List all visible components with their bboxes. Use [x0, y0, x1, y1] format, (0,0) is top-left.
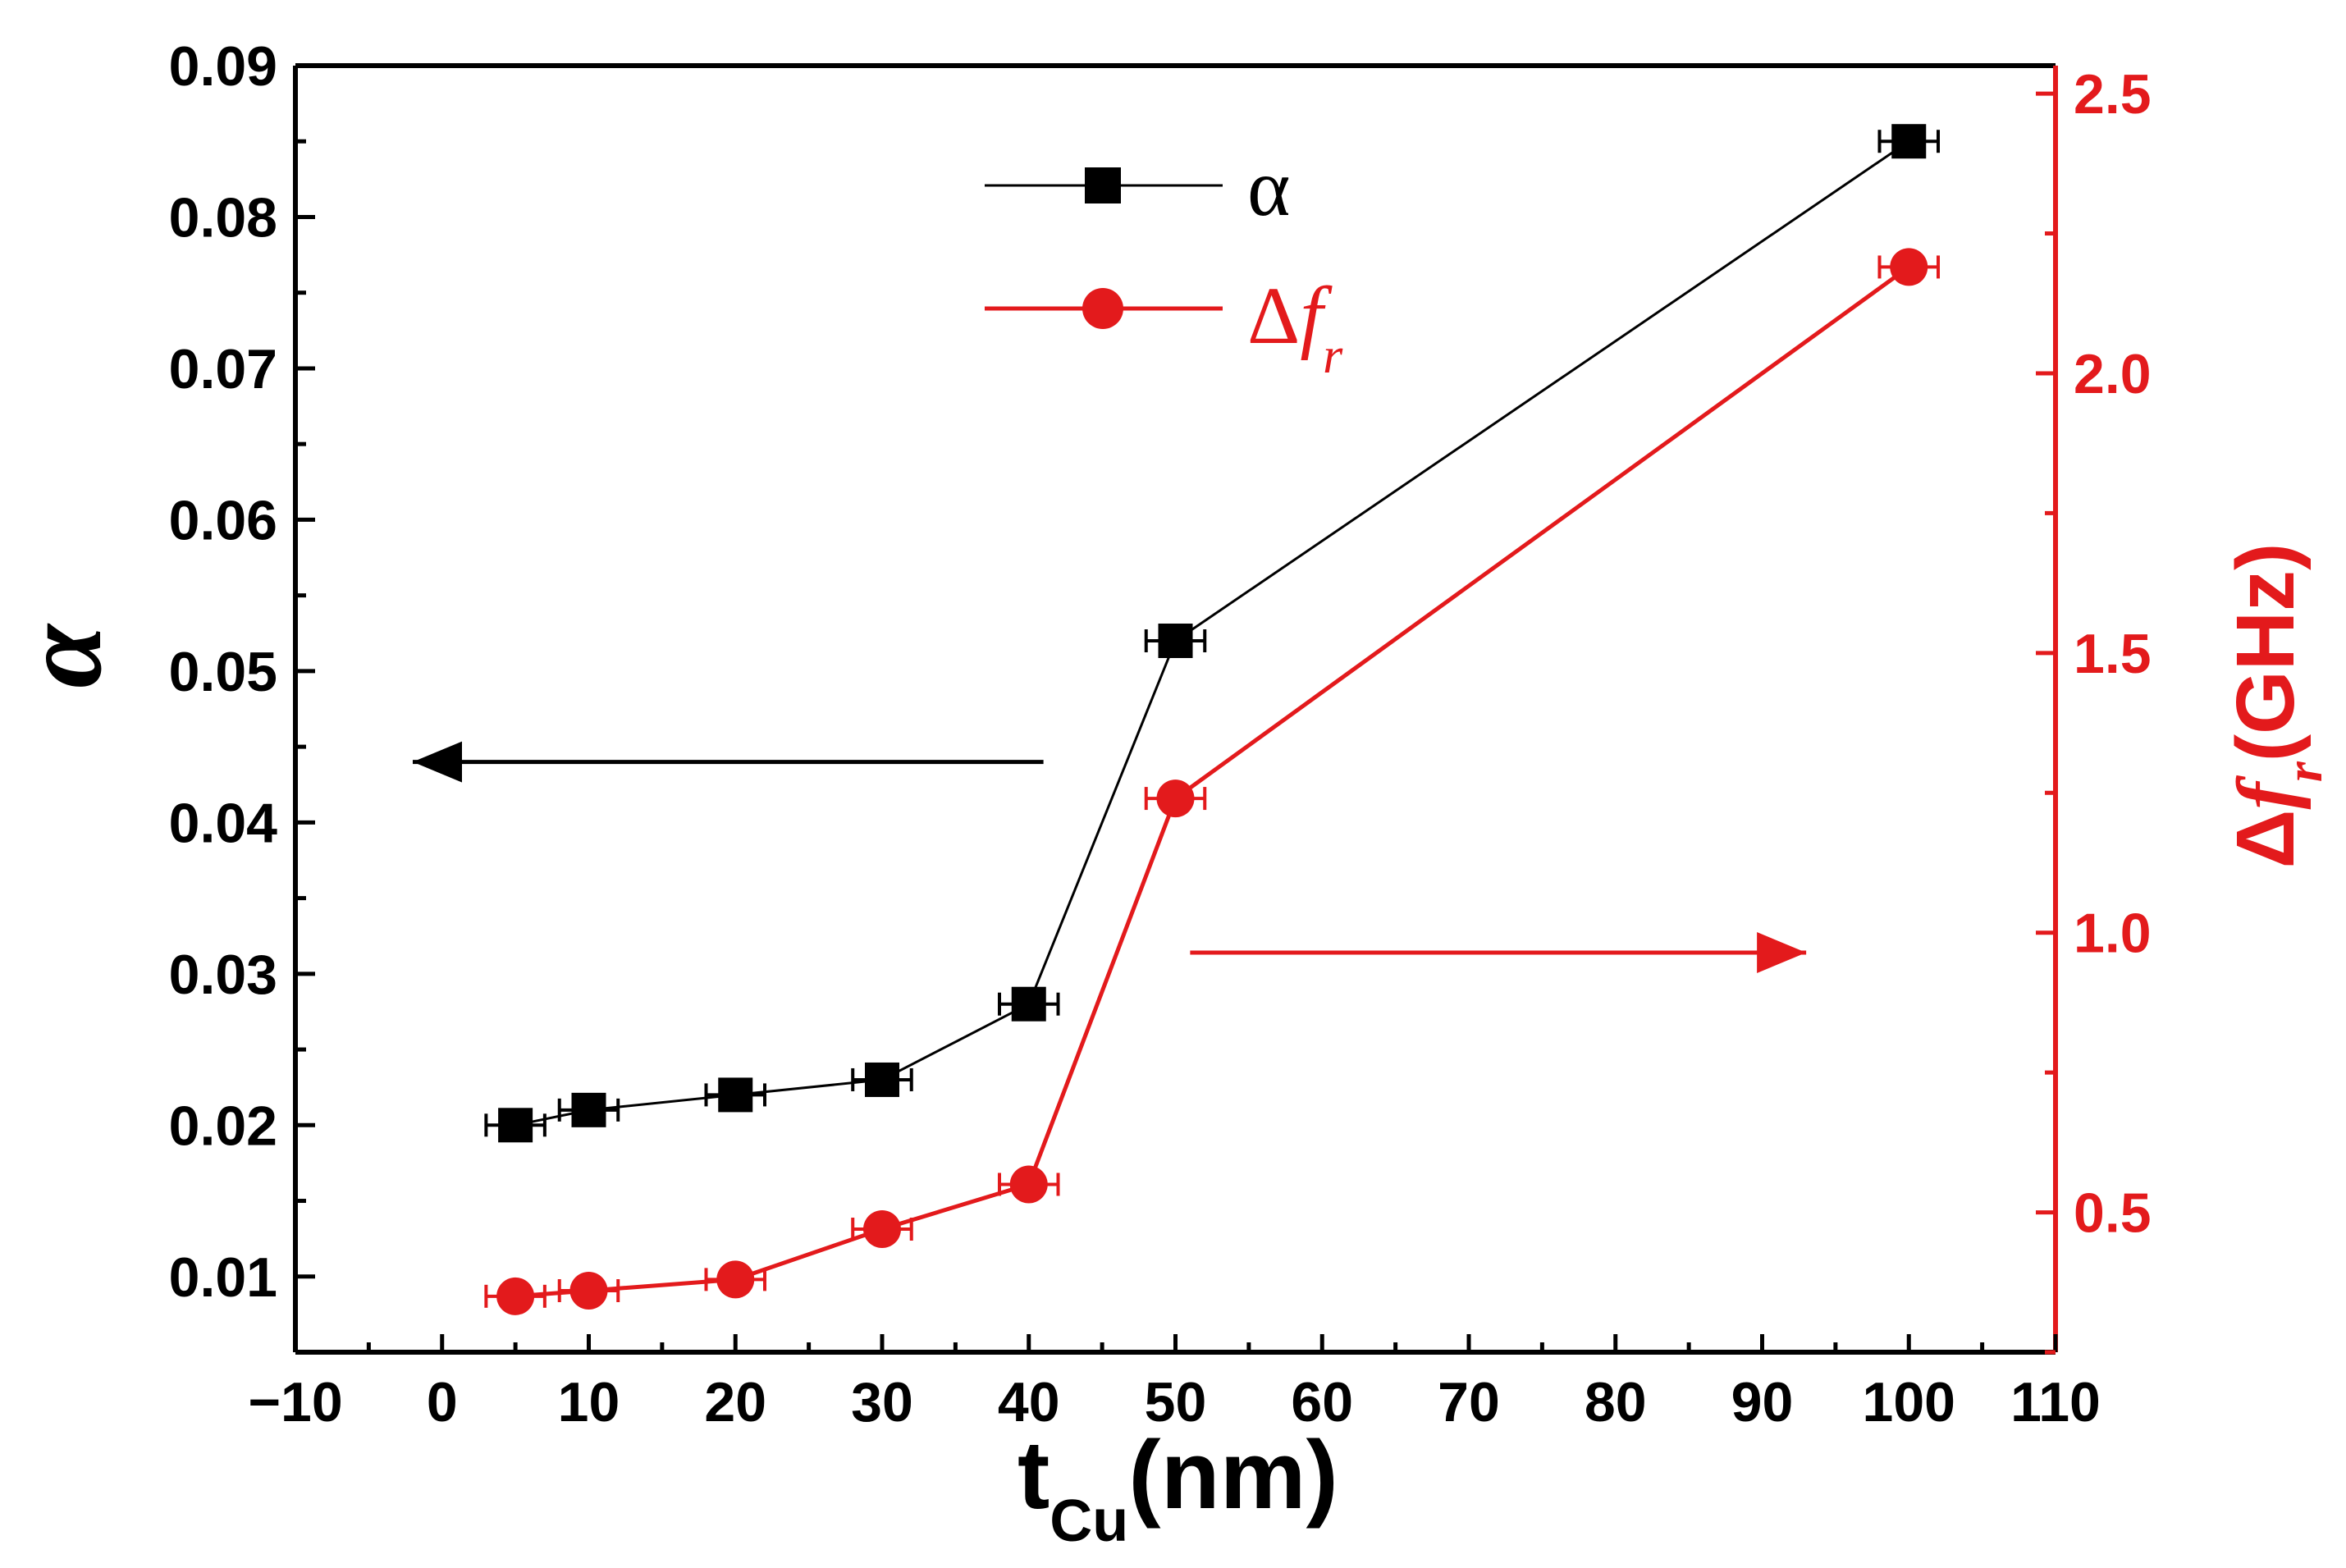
- axes: −10 0 10 20 30 40 50 60 70 80 90 100 110 0.01 0.02 0.03…: [169, 35, 2152, 1433]
- legend-dfr-delta: Δ: [1247, 270, 1300, 361]
- data-point: [1158, 623, 1193, 658]
- y-left-tick-label: 0.03: [169, 944, 277, 1006]
- series-delta-fr: [484, 248, 1940, 1315]
- y-right-title-unit: (GHz): [2220, 543, 2312, 762]
- data-point: [1011, 986, 1046, 1022]
- legend-dfr-sub: r: [1323, 328, 1343, 384]
- series-layer: [484, 124, 1940, 1315]
- y-left-tick-label: 0.05: [169, 641, 277, 703]
- x-tick-label: 70: [1438, 1371, 1500, 1433]
- y-left-tick-label: 0.09: [169, 35, 277, 98]
- data-point: [1009, 1165, 1048, 1204]
- x-tick-label: 30: [851, 1371, 913, 1433]
- legend-dfr-label: Δfr: [1247, 270, 1343, 384]
- y-left-tick-label: 0.08: [169, 186, 277, 249]
- x-tick-label: 110: [2010, 1371, 2101, 1433]
- data-point: [865, 1062, 899, 1097]
- series-line: [514, 139, 1910, 1127]
- x-tick-label: 80: [1585, 1371, 1647, 1433]
- legend-dfr-marker: [1082, 288, 1123, 329]
- y-right-title-sub: r: [2275, 761, 2333, 782]
- y-right-title-delta: Δ: [2220, 809, 2312, 868]
- y-left-tick-label: 0.07: [169, 338, 277, 400]
- x-axis-title-sub: Cu: [1050, 1488, 1128, 1554]
- x-tick-label: 20: [704, 1371, 766, 1433]
- y-right-tick-label: 0.5: [2074, 1182, 2152, 1245]
- x-tick-label: 60: [1291, 1371, 1353, 1433]
- y-right-tick-label: 2.5: [2074, 63, 2152, 126]
- legend-alpha-label: α: [1247, 142, 1290, 233]
- data-point: [498, 1108, 533, 1143]
- series-line: [514, 265, 1910, 1299]
- y-right-axis-title: Δfr(GHz): [2220, 543, 2333, 869]
- data-point: [1890, 248, 1928, 286]
- data-point: [1891, 124, 1927, 159]
- x-tick-label: −10: [248, 1371, 342, 1433]
- y-right-tick-label: 2.0: [2074, 343, 2152, 405]
- y-left-tick-label: 0.06: [169, 489, 277, 551]
- x-tick-label: 0: [427, 1371, 458, 1433]
- y-right-tick-label: 1.5: [2074, 623, 2152, 685]
- data-point: [496, 1277, 535, 1315]
- x-axis-title-main: t: [1018, 1421, 1050, 1529]
- x-tick-label: 100: [1863, 1371, 1955, 1433]
- y-left-axis-title: α: [0, 623, 126, 688]
- data-point: [718, 1077, 753, 1113]
- y-left-tick-label: 0.01: [169, 1246, 277, 1309]
- series-alpha: [484, 124, 1940, 1143]
- x-tick-label: 50: [1145, 1371, 1207, 1433]
- data-point: [569, 1272, 608, 1310]
- annotations: [413, 741, 1807, 973]
- x-tick-label: 10: [558, 1371, 620, 1433]
- y-left-tick-label: 0.04: [169, 792, 278, 854]
- y-right-tick-label: 1.0: [2074, 903, 2152, 965]
- x-tick-label: 40: [998, 1371, 1060, 1433]
- data-point: [571, 1092, 606, 1127]
- x-axis-title-unit: (nm): [1128, 1421, 1338, 1529]
- data-point: [863, 1210, 901, 1249]
- legend: α Δfr: [985, 142, 1343, 384]
- legend-alpha-marker: [1085, 167, 1121, 203]
- x-tick-label: 90: [1731, 1371, 1794, 1433]
- y-left-tick-label: 0.02: [169, 1095, 277, 1157]
- x-axis-title: tCu(nm): [1018, 1421, 1338, 1554]
- data-point: [716, 1260, 755, 1299]
- data-point: [1156, 779, 1195, 818]
